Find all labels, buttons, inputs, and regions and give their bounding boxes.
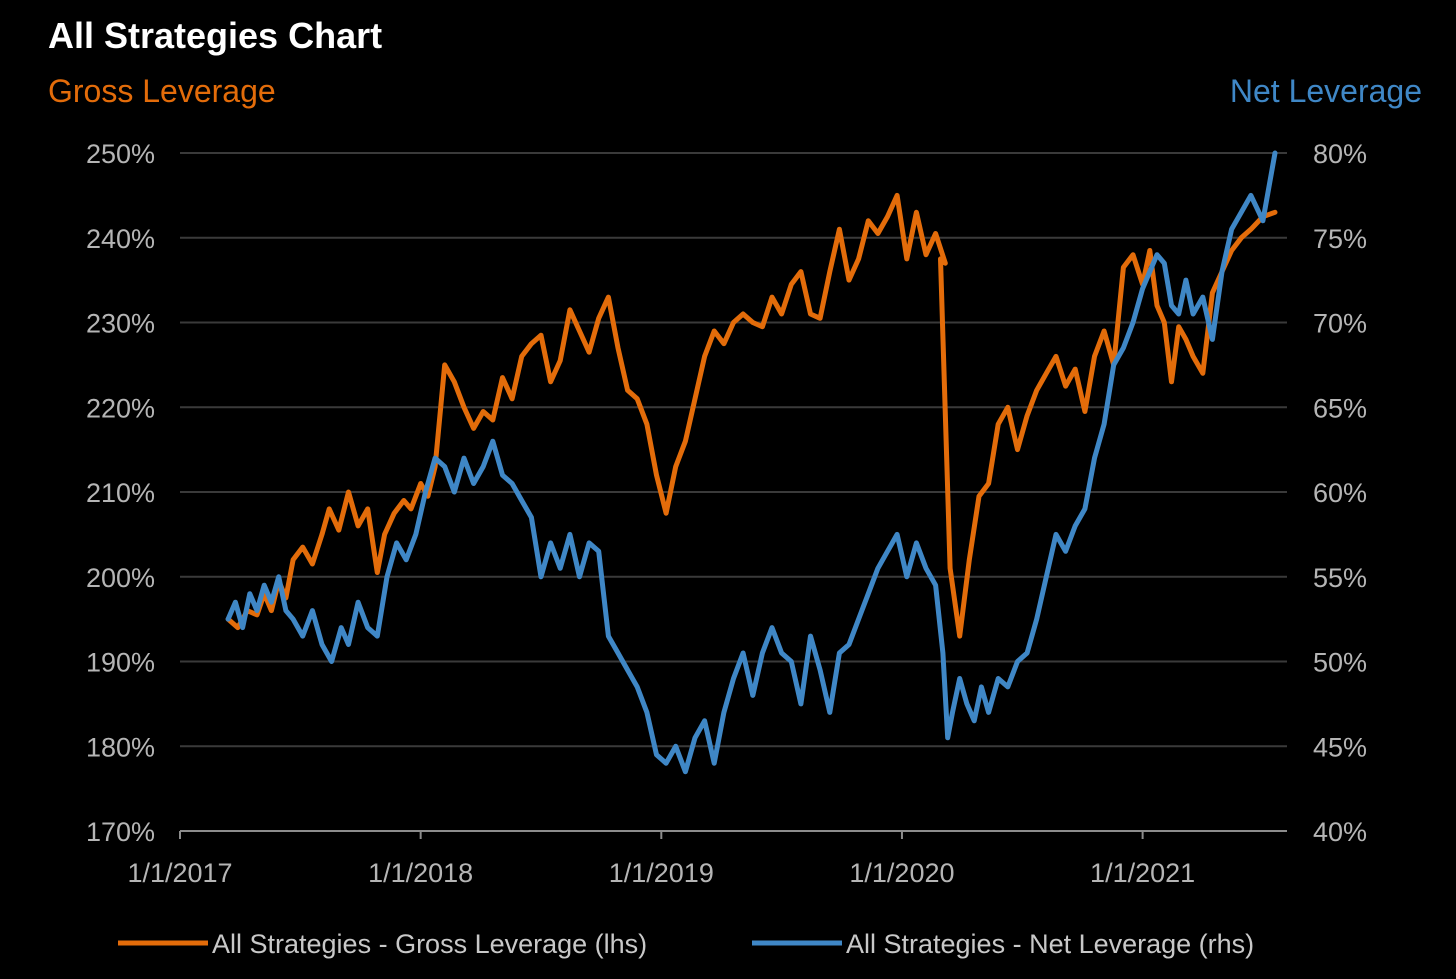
right-tick-label: 55%: [1313, 563, 1367, 593]
left-tick-label: 180%: [86, 732, 155, 762]
right-tick-label: 65%: [1313, 393, 1367, 423]
x-tick-label: 1/1/2021: [1090, 858, 1195, 888]
left-axis-title: Gross Leverage: [48, 73, 276, 109]
right-tick-label: 70%: [1313, 309, 1367, 339]
legend-label-net: All Strategies - Net Leverage (rhs): [846, 929, 1254, 959]
x-tick-label: 1/1/2020: [849, 858, 954, 888]
x-tick-label: 1/1/2018: [368, 858, 473, 888]
series-line-gross-leverage: [225, 192, 1278, 639]
left-tick-label: 190%: [86, 648, 155, 678]
left-tick-label: 220%: [86, 393, 155, 423]
series-line-net-leverage: [225, 150, 1278, 775]
right-axis-ticks: 40% 45% 50% 55% 60% 65% 70% 75% 80%: [1313, 139, 1367, 847]
left-tick-label: 230%: [86, 309, 155, 339]
right-tick-label: 50%: [1313, 648, 1367, 678]
left-tick-label: 240%: [86, 224, 155, 254]
left-tick-label: 250%: [86, 139, 155, 169]
gridlines: [180, 152, 1287, 748]
chart-title: All Strategies Chart: [48, 15, 382, 56]
right-tick-label: 40%: [1313, 817, 1367, 847]
left-tick-label: 170%: [86, 817, 155, 847]
right-axis-title: Net Leverage: [1230, 73, 1422, 109]
right-tick-label: 75%: [1313, 224, 1367, 254]
legend: All Strategies - Gross Leverage (lhs) Al…: [118, 929, 1254, 959]
right-tick-label: 80%: [1313, 139, 1367, 169]
x-tick-label: 1/1/2017: [127, 858, 232, 888]
x-tick-label: 1/1/2019: [609, 858, 714, 888]
right-tick-label: 45%: [1313, 732, 1367, 762]
series-layer: [225, 150, 1278, 775]
left-tick-label: 200%: [86, 563, 155, 593]
right-tick-label: 60%: [1313, 478, 1367, 508]
x-axis-ticks: 1/1/2017 1/1/2018 1/1/2019 1/1/2020 1/1/2021: [127, 831, 1195, 888]
left-tick-label: 210%: [86, 478, 155, 508]
left-axis-ticks: 170% 180% 190% 200% 210% 220% 230% 240% 250%: [86, 139, 155, 847]
legend-label-gross: All Strategies - Gross Leverage (lhs): [212, 929, 647, 959]
